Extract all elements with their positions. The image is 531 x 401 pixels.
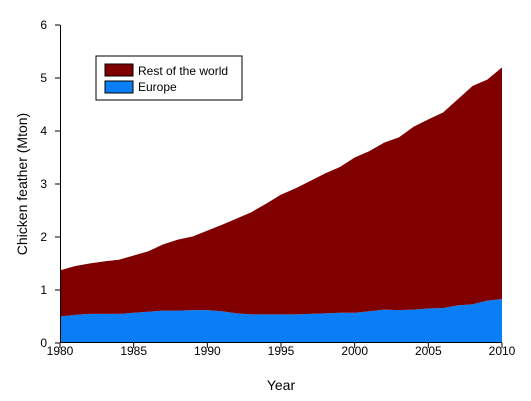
y-axis-title: Chicken feather (Mton) [14,113,30,255]
x-tick-label: 2000 [341,344,368,358]
legend: Rest of the world Europe [95,55,243,101]
legend-label-europe: Europe [138,80,177,94]
y-tick-label: 2 [40,230,47,244]
x-tick-label: 2005 [415,344,442,358]
y-tick-label: 4 [40,124,47,138]
x-tick-label: 1990 [194,344,221,358]
y-tick-label: 1 [40,283,47,297]
legend-swatch-europe [104,80,134,94]
y-tick-label: 0 [40,336,47,350]
area-europe [60,299,502,343]
y-tick-label: 3 [40,177,47,191]
x-tick-label: 1985 [120,344,147,358]
x-tick-label: 1995 [268,344,295,358]
x-axis-title: Year [267,377,296,393]
x-tick-label: 1980 [47,344,74,358]
y-tick-label: 6 [40,18,47,32]
y-tick-group: 0 1 2 3 4 5 6 [40,18,60,350]
x-tick-label: 2010 [489,344,516,358]
y-tick-label: 5 [40,71,47,85]
legend-label-rest-of-world: Rest of the world [138,64,228,78]
area-series-group [60,67,502,343]
x-tick-group: 1980 1985 1990 1995 2000 2005 2010 [47,343,516,358]
area-rest-of-the-world [60,67,502,317]
legend-swatch-rest-of-world [104,63,134,77]
